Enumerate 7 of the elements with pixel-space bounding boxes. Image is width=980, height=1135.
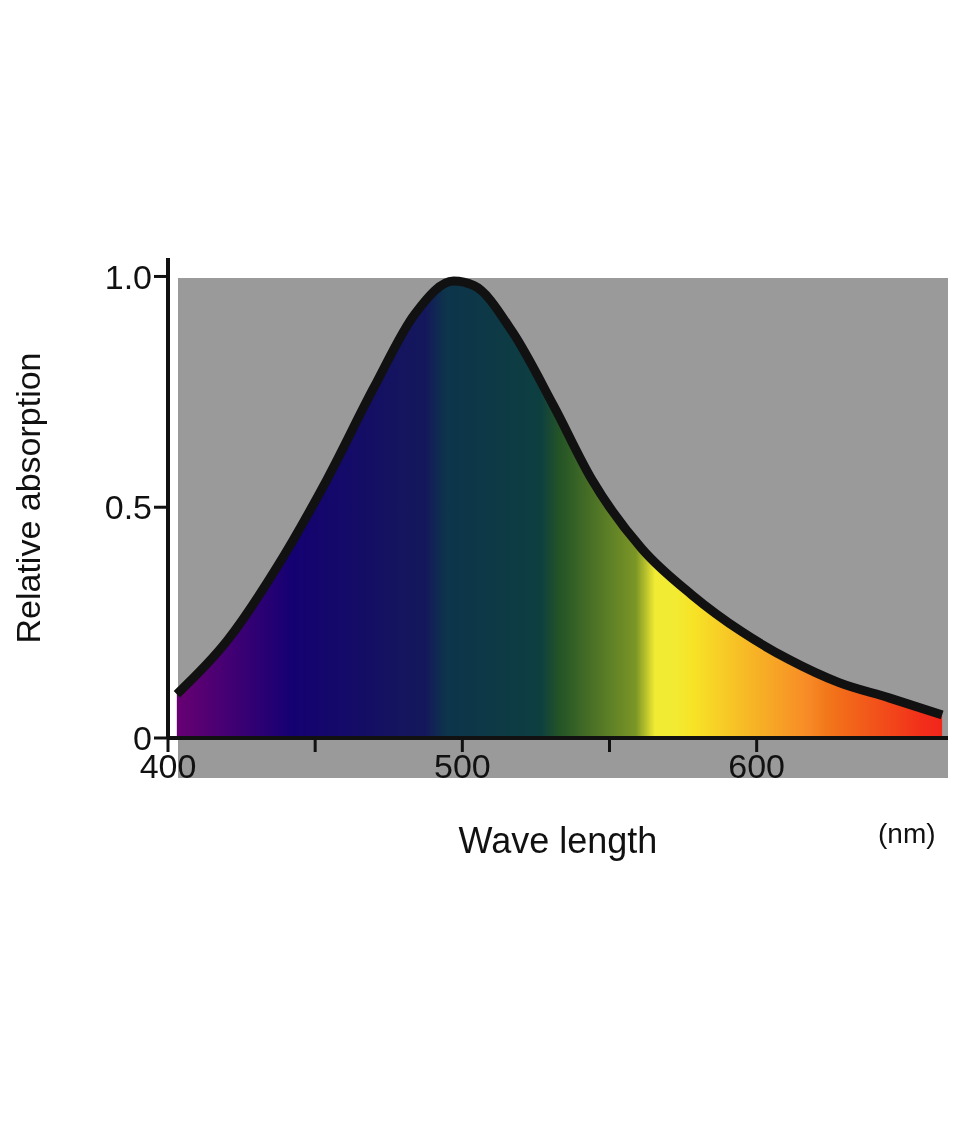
y-tick-label: 0.5: [104, 488, 152, 527]
y-tick-label: 1.0: [104, 257, 152, 296]
x-tick-label: 500: [433, 747, 491, 786]
x-tick-label: 600: [728, 747, 786, 786]
x-axis-title: Wave length: [458, 820, 658, 861]
text: (nm): [878, 818, 936, 850]
y-axis-title: Relative absorption: [9, 352, 48, 644]
